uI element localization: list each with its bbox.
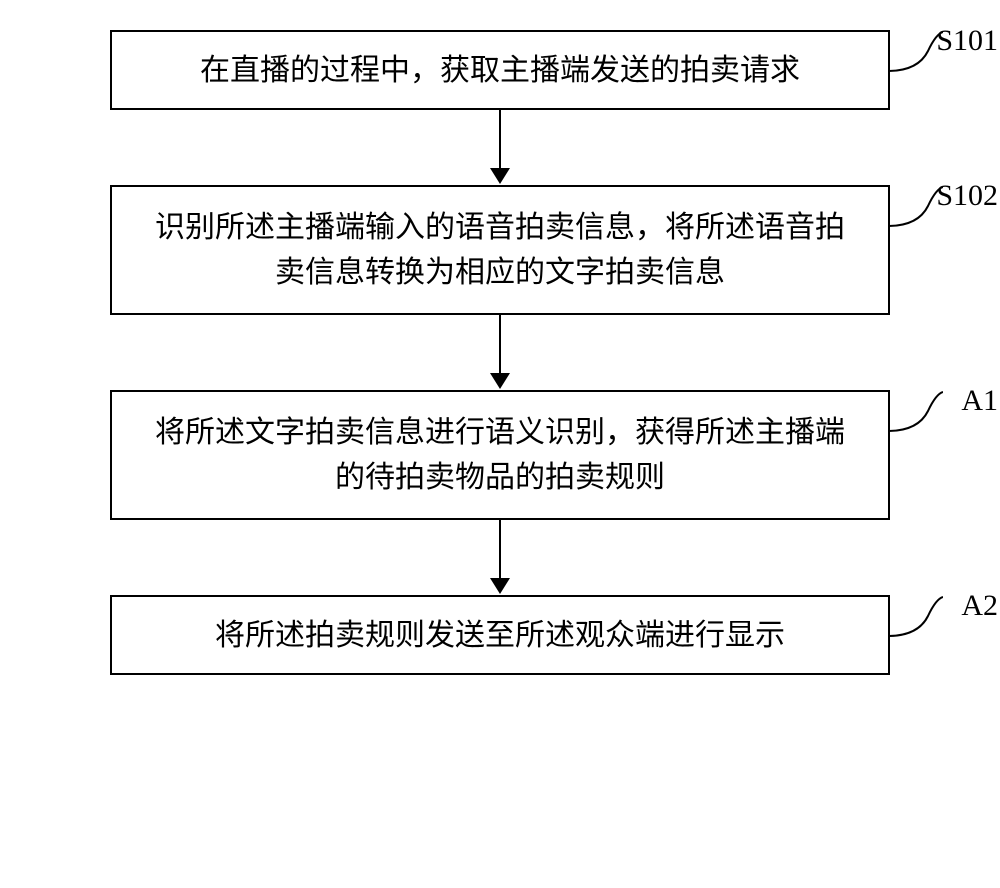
arrow-line xyxy=(499,520,501,580)
step-text: 将所述文字拍卖信息进行语义识别，获得所述主播端的待拍卖物品的拍卖规则 xyxy=(142,410,858,500)
label-connector xyxy=(888,181,943,231)
flow-arrow xyxy=(110,110,890,185)
step-label: S102 xyxy=(936,179,998,213)
arrow-line xyxy=(499,315,501,375)
label-connector xyxy=(888,386,943,436)
flow-step-s102: 识别所述主播端输入的语音拍卖信息，将所述语音拍卖信息转换为相应的文字拍卖信息 S… xyxy=(110,185,890,315)
label-connector xyxy=(888,591,943,641)
label-connector xyxy=(888,26,943,76)
step-label: A2 xyxy=(961,589,998,623)
flowchart-container: 在直播的过程中，获取主播端发送的拍卖请求 S101 识别所述主播端输入的语音拍卖… xyxy=(50,30,950,675)
arrow-head xyxy=(490,578,510,594)
flow-step-a1: 将所述文字拍卖信息进行语义识别，获得所述主播端的待拍卖物品的拍卖规则 A1 xyxy=(110,390,890,520)
step-label: A1 xyxy=(961,384,998,418)
step-text: 识别所述主播端输入的语音拍卖信息，将所述语音拍卖信息转换为相应的文字拍卖信息 xyxy=(142,205,858,295)
flow-step-s101: 在直播的过程中，获取主播端发送的拍卖请求 S101 xyxy=(110,30,890,110)
flow-arrow xyxy=(110,520,890,595)
step-label: S101 xyxy=(936,24,998,58)
flow-arrow xyxy=(110,315,890,390)
arrow-line xyxy=(499,110,501,170)
arrow-head xyxy=(490,373,510,389)
step-text: 在直播的过程中，获取主播端发送的拍卖请求 xyxy=(200,48,800,93)
flow-step-a2: 将所述拍卖规则发送至所述观众端进行显示 A2 xyxy=(110,595,890,675)
step-text: 将所述拍卖规则发送至所述观众端进行显示 xyxy=(215,613,785,658)
arrow-head xyxy=(490,168,510,184)
